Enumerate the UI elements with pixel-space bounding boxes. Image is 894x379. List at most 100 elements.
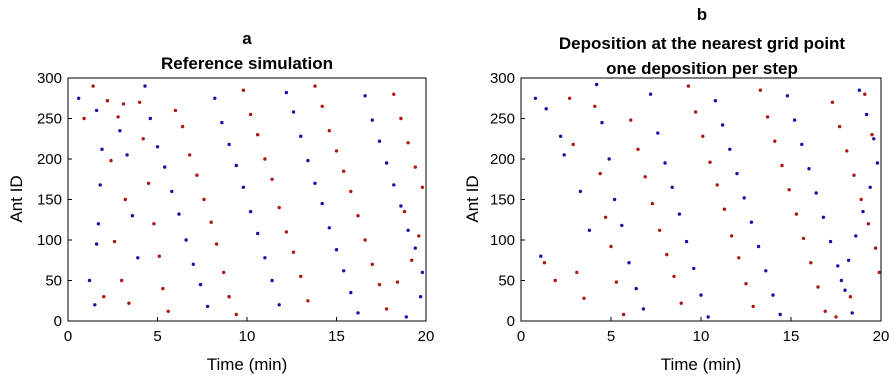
data-point: [320, 201, 324, 206]
data-point: [863, 92, 867, 96]
data-point: [828, 239, 833, 244]
data-point: [866, 222, 871, 226]
data-point: [773, 139, 777, 143]
data-point: [291, 110, 296, 114]
data-point: [121, 102, 126, 106]
data-point: [227, 142, 231, 147]
data-point: [692, 266, 696, 271]
data-point: [306, 158, 310, 163]
data-point: [801, 236, 806, 241]
y-tick-label: 100: [37, 232, 62, 249]
data-point: [82, 116, 86, 121]
data-point: [609, 244, 613, 249]
y-tick-label: 250: [490, 111, 515, 128]
data-point: [758, 88, 763, 92]
data-point: [406, 228, 410, 232]
data-point: [578, 189, 583, 194]
data-point: [607, 157, 611, 161]
data-point: [342, 169, 346, 173]
y-tick-label: 150: [490, 192, 515, 209]
data-point: [558, 134, 563, 138]
y-ticks-b: 0 50 100 150 200 250 300: [490, 70, 525, 330]
data-point: [270, 278, 274, 283]
data-point: [136, 256, 140, 260]
data-point: [399, 116, 403, 121]
axes-frame-b: [520, 77, 882, 322]
data-point: [656, 131, 660, 135]
data-point: [877, 270, 881, 275]
panel-b-title: Deposition at the nearest grid point: [559, 34, 846, 53]
data-point: [155, 145, 160, 149]
data-point: [857, 88, 862, 92]
x-tick-label: 5: [607, 328, 615, 345]
data-point: [173, 108, 178, 113]
data-point: [420, 270, 425, 275]
data-point: [214, 242, 219, 246]
data-point: [418, 295, 423, 299]
data-point: [875, 161, 880, 165]
data-point: [787, 188, 791, 192]
data-point: [744, 282, 748, 286]
data-point: [213, 96, 217, 101]
data-point: [209, 220, 213, 224]
data-point: [544, 107, 548, 111]
data-point: [539, 254, 543, 258]
data-point: [349, 189, 353, 194]
data-point: [614, 280, 619, 284]
data-point: [370, 118, 374, 122]
data-point: [612, 197, 617, 202]
x-tick-label: 10: [693, 328, 710, 345]
data-point: [123, 197, 128, 202]
data-point: [686, 84, 691, 88]
data-point: [94, 108, 99, 113]
y-tick-label: 50: [498, 273, 515, 290]
data-point: [737, 256, 741, 260]
data-point: [542, 261, 547, 265]
data-point: [277, 303, 281, 307]
y-tick-label: 250: [37, 111, 62, 128]
data-point: [327, 129, 331, 133]
panel-b-label: b: [697, 5, 707, 24]
data-point: [594, 82, 599, 87]
data-point: [248, 112, 253, 117]
data-point: [845, 149, 849, 153]
data-point: [859, 197, 863, 202]
data-point: [715, 183, 719, 187]
data-point: [720, 123, 725, 127]
data-point: [809, 261, 813, 265]
data-point: [701, 134, 705, 138]
data-point: [868, 185, 872, 189]
data-point: [402, 209, 407, 214]
data-point: [751, 304, 755, 309]
x-tick-label: 15: [783, 328, 800, 345]
data-point: [598, 171, 602, 176]
data-point: [843, 288, 847, 292]
data-point: [146, 181, 151, 185]
data-point: [785, 94, 790, 98]
data-point: [413, 165, 417, 169]
data-point: [100, 147, 104, 151]
data-point: [161, 286, 165, 291]
data-point: [562, 153, 566, 157]
x-axis-label-b: Time (min): [661, 355, 742, 374]
data-point: [363, 94, 367, 98]
data-point: [125, 153, 129, 157]
data-point: [166, 309, 170, 313]
data-point: [120, 278, 124, 283]
data-point: [600, 120, 604, 125]
data-point: [621, 312, 626, 317]
data-point: [406, 141, 410, 145]
data-point: [821, 215, 826, 219]
data-point: [870, 133, 874, 137]
data-point: [410, 258, 414, 262]
panel-a-title: Reference simulation: [161, 54, 333, 73]
data-point: [349, 290, 353, 295]
x-ticks-b: 0 5 10 15 20: [517, 317, 889, 345]
data-point: [603, 215, 608, 219]
data-point: [872, 137, 876, 141]
data-point: [634, 286, 638, 291]
data-point: [188, 153, 192, 157]
data-point: [116, 115, 120, 119]
data-point: [334, 248, 339, 252]
